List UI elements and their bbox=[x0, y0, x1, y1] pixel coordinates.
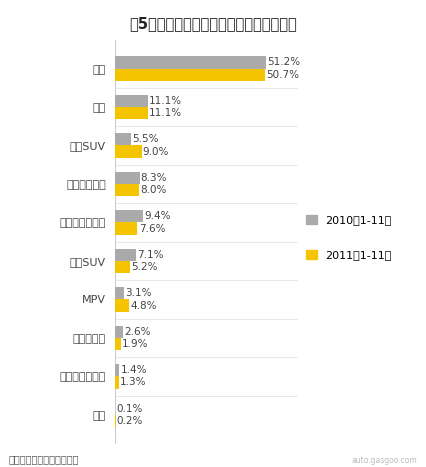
Bar bbox=[115, 325, 123, 338]
Text: 1.3%: 1.3% bbox=[120, 377, 147, 388]
Bar bbox=[115, 172, 140, 184]
Bar bbox=[115, 364, 119, 376]
Text: 9.0%: 9.0% bbox=[143, 147, 169, 156]
Bar bbox=[115, 261, 130, 273]
Bar bbox=[115, 210, 143, 222]
Text: 1.9%: 1.9% bbox=[122, 339, 148, 349]
Text: 2.6%: 2.6% bbox=[124, 327, 150, 337]
Text: 51.2%: 51.2% bbox=[268, 57, 301, 67]
Text: 来源：盖世汽车网，中汽协: 来源：盖世汽车网，中汽协 bbox=[9, 455, 79, 465]
Text: 3.1%: 3.1% bbox=[125, 288, 152, 298]
Text: 5.5%: 5.5% bbox=[132, 134, 159, 144]
Bar bbox=[115, 222, 138, 235]
Text: 5.2%: 5.2% bbox=[132, 262, 158, 272]
Bar bbox=[115, 107, 148, 120]
Bar bbox=[115, 146, 141, 158]
Bar bbox=[115, 184, 138, 196]
Bar bbox=[115, 287, 124, 299]
Bar bbox=[115, 69, 265, 81]
Text: 11.1%: 11.1% bbox=[149, 96, 182, 106]
Text: auto.gasgoo.com: auto.gasgoo.com bbox=[352, 456, 417, 465]
Text: 9.4%: 9.4% bbox=[144, 211, 170, 221]
Text: 0.2%: 0.2% bbox=[117, 416, 143, 426]
Bar bbox=[115, 95, 148, 107]
Text: 图5：东风集团各类汽车占其总销量的比重: 图5：东风集团各类汽车占其总销量的比重 bbox=[129, 16, 297, 31]
Text: 7.1%: 7.1% bbox=[137, 250, 164, 260]
Bar bbox=[115, 133, 131, 146]
Text: 7.6%: 7.6% bbox=[138, 224, 165, 234]
Text: 11.1%: 11.1% bbox=[149, 108, 182, 118]
Bar bbox=[115, 299, 129, 311]
Text: 0.1%: 0.1% bbox=[116, 403, 143, 414]
Bar bbox=[115, 56, 266, 69]
Text: 1.4%: 1.4% bbox=[120, 365, 147, 375]
Text: 4.8%: 4.8% bbox=[130, 301, 157, 311]
Legend: 2010年1-11月, 2011年1-11月: 2010年1-11月, 2011年1-11月 bbox=[305, 215, 392, 260]
Bar bbox=[115, 338, 121, 350]
Text: 8.0%: 8.0% bbox=[140, 185, 166, 195]
Text: 50.7%: 50.7% bbox=[266, 70, 299, 80]
Bar bbox=[115, 376, 119, 389]
Text: 8.3%: 8.3% bbox=[141, 173, 167, 183]
Bar bbox=[115, 248, 136, 261]
